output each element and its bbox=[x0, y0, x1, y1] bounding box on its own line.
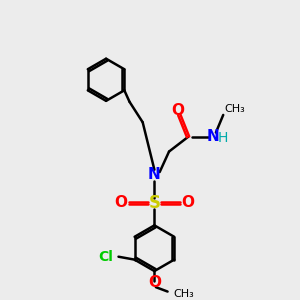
Text: H: H bbox=[218, 131, 228, 146]
Text: O: O bbox=[148, 275, 161, 290]
Text: Cl: Cl bbox=[98, 250, 112, 264]
Text: CH₃: CH₃ bbox=[225, 104, 245, 114]
Text: O: O bbox=[171, 103, 184, 118]
Text: O: O bbox=[114, 195, 127, 210]
Text: N: N bbox=[148, 167, 161, 182]
Text: O: O bbox=[182, 195, 195, 210]
Text: N: N bbox=[207, 129, 219, 144]
Text: CH₃: CH₃ bbox=[173, 290, 194, 299]
Text: S: S bbox=[148, 194, 160, 212]
